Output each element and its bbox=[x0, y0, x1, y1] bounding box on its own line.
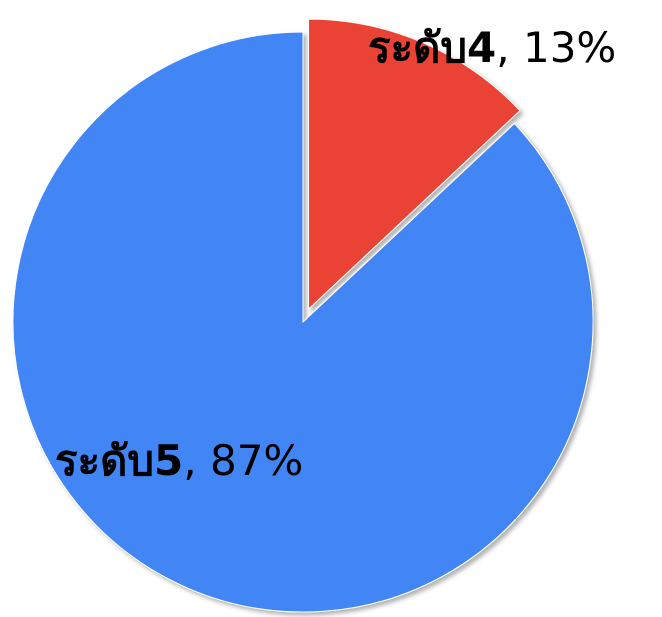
slice-value: , 13% bbox=[496, 23, 616, 72]
slice-label: ระดับ5, 87% bbox=[55, 436, 303, 485]
labels: ระดับ4, 13% ระดับ5, 87% bbox=[55, 23, 616, 485]
slice-value: , 87% bbox=[183, 436, 303, 485]
pie bbox=[12, 18, 594, 613]
slice-name: ระดับ4 bbox=[368, 23, 496, 72]
pie-slice bbox=[308, 18, 521, 311]
pie-slice bbox=[12, 31, 594, 613]
slice-name: ระดับ5 bbox=[55, 436, 183, 485]
slice-label: ระดับ4, 13% bbox=[368, 23, 616, 72]
